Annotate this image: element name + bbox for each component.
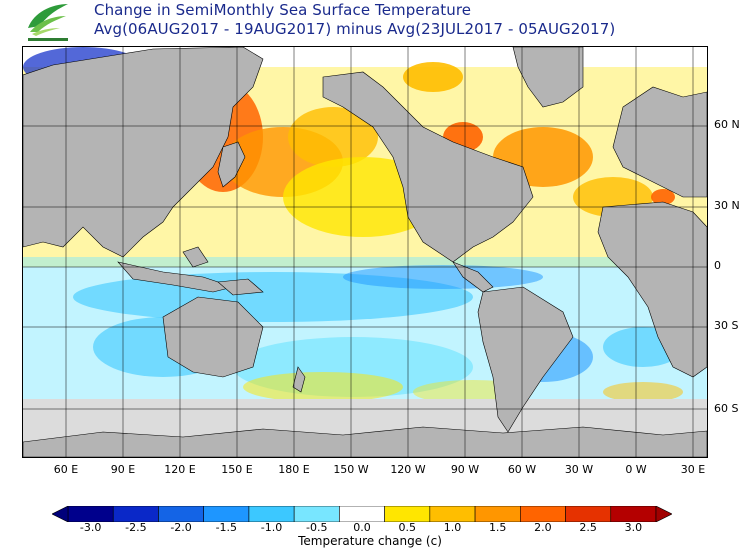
lon-label-60w: 60 W — [507, 463, 537, 476]
lat-label-0: 0 — [714, 259, 721, 272]
sst-change-map — [22, 46, 708, 458]
lon-label-60e: 60 E — [53, 463, 79, 476]
colorbar-overflow-arrow — [655, 506, 672, 522]
colorbar-segment — [339, 506, 385, 522]
logo — [22, 2, 74, 44]
graticule — [23, 47, 707, 457]
lat-label-60n: 60 N — [714, 118, 740, 131]
lat-label-30s: 30 S — [714, 319, 739, 332]
lon-label-90e: 90 E — [110, 463, 136, 476]
lon-label-180e: 180 E — [278, 463, 310, 476]
colorbar — [52, 506, 672, 522]
colorbar-label: Temperature change (c) — [298, 534, 442, 548]
lon-label-30w: 30 W — [564, 463, 594, 476]
colorbar-tick-label: 2.0 — [534, 521, 552, 534]
colorbar-segment — [293, 506, 340, 522]
colorbar-segment — [474, 506, 521, 522]
colorbar-segment — [248, 506, 295, 522]
colorbar-segment — [67, 506, 114, 522]
anomaly-field — [23, 47, 707, 407]
colorbar-segment — [565, 506, 612, 522]
colorbar-segment — [112, 506, 159, 522]
lon-label-30e: 30 E — [680, 463, 706, 476]
lon-label-150w: 150 W — [333, 463, 369, 476]
colorbar-segment — [203, 506, 250, 522]
colorbar-tick-label: -3.0 — [79, 521, 102, 534]
colorbar-tick-label: 0.5 — [398, 521, 416, 534]
map-subtitle: Avg(06AUG2017 - 19AUG2017) minus Avg(23J… — [94, 20, 616, 38]
colorbar-underflow-arrow — [52, 506, 69, 522]
lon-label-150e: 150 E — [221, 463, 253, 476]
colorbar-tick-label: -1.0 — [260, 521, 283, 534]
lon-label-0w: 0 W — [625, 463, 647, 476]
colorbar-tick-label: -2.0 — [170, 521, 192, 534]
colorbar-segment — [520, 506, 566, 522]
lon-label-120w: 120 W — [390, 463, 426, 476]
colorbar-tick-label: -2.5 — [125, 521, 147, 534]
land-masses — [23, 47, 707, 457]
colorbar-tick-label: 1.0 — [443, 521, 462, 534]
colorbar-tick-label: 3.0 — [624, 521, 643, 534]
colorbar-segment — [610, 506, 657, 522]
colorbar-tick-label: 1.5 — [488, 521, 507, 534]
colorbar-tick-label: -1.5 — [215, 521, 238, 534]
map-title: Change in SemiMonthly Sea Surface Temper… — [94, 1, 472, 19]
lon-label-90w: 90 W — [450, 463, 480, 476]
lat-label-60s: 60 S — [714, 402, 739, 415]
colorbar-segment — [384, 506, 431, 522]
lat-label-30n: 30 N — [714, 199, 740, 212]
colorbar-tick-label: 2.5 — [579, 521, 597, 534]
colorbar-segment — [429, 506, 476, 522]
colorbar-tick-label: 0.0 — [353, 521, 371, 534]
colorbar-segment — [158, 506, 204, 522]
colorbar-tick-label: -0.5 — [306, 521, 328, 534]
lon-label-120e: 120 E — [164, 463, 196, 476]
